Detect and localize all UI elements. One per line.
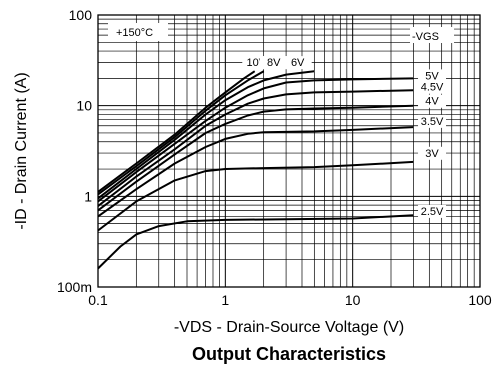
series-label-5V: 5V — [425, 70, 439, 82]
series-line-8V — [97, 70, 265, 196]
series-line-3-5V — [97, 126, 414, 218]
series-label-bg — [418, 146, 447, 160]
series-label-2-5V: 2.5V — [421, 206, 444, 218]
series-label-bg — [418, 204, 447, 218]
series-label-bg — [283, 56, 312, 70]
y-tick-label: 100m — [57, 279, 92, 295]
y-tick-label: 1 — [84, 188, 92, 204]
series-label-bg — [259, 56, 288, 70]
series-label-4V: 4V — [425, 96, 439, 108]
vgs-header-box — [410, 27, 455, 43]
note-layer: +150°C -VGS — [108, 23, 455, 43]
series-label-3V: 3V — [425, 148, 439, 160]
x-tick-label: 100 — [468, 292, 492, 308]
series-line-3V — [97, 160, 414, 232]
series-label-6V: 6V — [291, 57, 305, 69]
chart-caption: Output Characteristics — [192, 344, 386, 364]
x-tick-label: 0.1 — [88, 292, 108, 308]
series-label-bg — [418, 114, 447, 128]
series-line-6V — [97, 70, 315, 200]
vgs-header: -VGS — [412, 31, 439, 43]
series-line-2-5V — [97, 214, 414, 270]
x-axis-title: -VDS - Drain-Source Voltage (V) — [174, 319, 404, 336]
plot-frame — [97, 14, 481, 288]
series-label-bg — [418, 69, 447, 83]
series-line-4V — [97, 104, 414, 212]
temperature-note-box — [108, 23, 168, 41]
series-label-8V: 8V — [267, 57, 281, 69]
series-line-4-5V — [97, 89, 414, 207]
tick-label-layer: 0.1 1 10 100 100m 1 10 100 — [57, 7, 492, 308]
temperature-note: +150°C — [116, 27, 153, 39]
y-axis-title: -ID - Drain Current (A) — [13, 72, 30, 229]
y-tick-label: 10 — [76, 98, 92, 114]
series-label-bg — [418, 80, 447, 94]
series-label-3-5V: 3.5V — [421, 116, 444, 128]
series-line-10V — [97, 70, 256, 193]
x-tick-label: 1 — [221, 292, 229, 308]
y-tick-label: 100 — [69, 7, 93, 23]
x-tick-label: 10 — [345, 292, 361, 308]
series-line-5V — [97, 77, 414, 203]
series-label-4-5V: 4.5V — [421, 82, 444, 94]
series-label-bg — [418, 94, 447, 108]
series-layer — [97, 70, 414, 270]
